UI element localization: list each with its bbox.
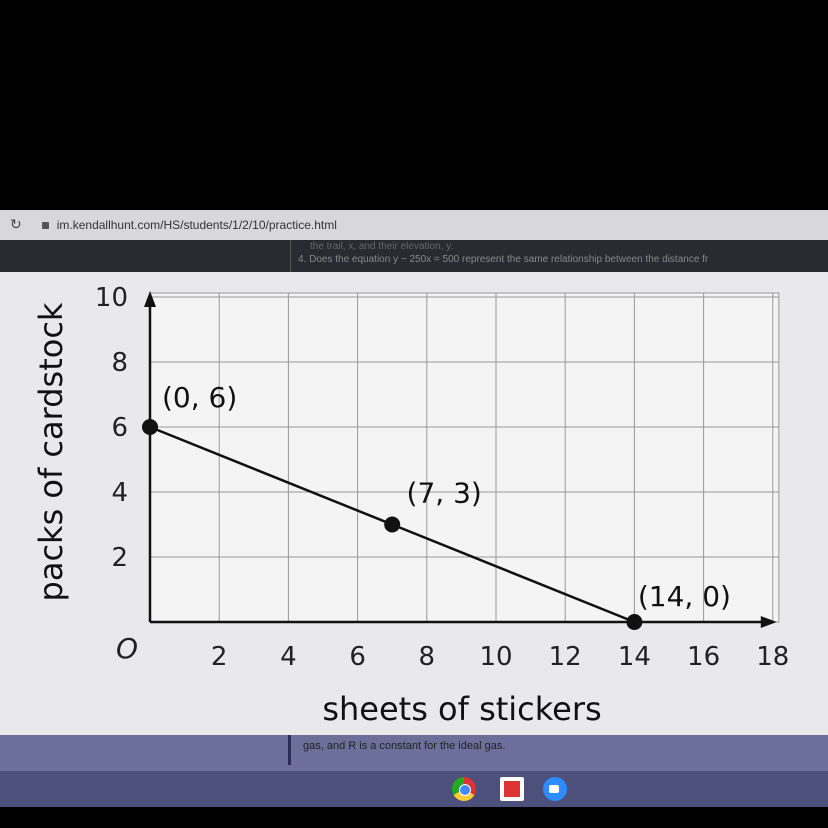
taskbar (0, 771, 828, 807)
x-tick-label: 12 (549, 642, 582, 672)
data-point (142, 419, 158, 435)
x-tick-label: 18 (756, 642, 789, 672)
reload-icon[interactable]: ↻ (10, 217, 22, 233)
y-axis-label: packs of cardstock (32, 302, 70, 601)
divider (290, 240, 291, 272)
y-tick-label: 2 (111, 543, 128, 573)
plot-background (149, 292, 780, 623)
data-point (384, 516, 401, 533)
chrome-icon[interactable] (452, 777, 476, 801)
url-text: im.kendallhunt.com/HS/students/1/2/10/pr… (56, 218, 337, 232)
question-text: 4. Does the equation y − 250x = 500 repr… (298, 254, 709, 265)
slides-icon[interactable] (500, 777, 524, 801)
data-label: (7, 3) (407, 477, 482, 510)
x-axis-arrow (760, 616, 777, 628)
origin-label: O (116, 632, 138, 665)
address-bar[interactable]: im.kendallhunt.com/HS/students/1/2/10/pr… (41, 218, 337, 232)
x-tick-label: 8 (419, 642, 436, 672)
bottom-text: gas, and R is a constant for the ideal g… (303, 740, 506, 752)
data-point (626, 614, 643, 630)
browser-bar: ↻ im.kendallhunt.com/HS/students/1/2/10/… (0, 210, 828, 240)
data-label: (14, 0) (638, 580, 731, 613)
y-tick-label: 10 (95, 283, 128, 313)
data-label: (0, 6) (162, 381, 237, 414)
lock-icon (41, 221, 49, 229)
y-tick-label: 6 (111, 413, 128, 443)
x-tick-label: 10 (479, 642, 512, 672)
y-axis-arrow (144, 291, 156, 307)
x-tick-label: 2 (211, 642, 228, 672)
x-tick-label: 4 (280, 642, 297, 672)
y-tick-label: 4 (111, 478, 128, 508)
partial-text: the trail, x, and their elevation, y. (310, 241, 454, 252)
zoom-icon[interactable] (543, 777, 567, 801)
x-tick-label: 14 (618, 642, 651, 672)
lower-text-band: gas, and R is a constant for the ideal g… (0, 735, 828, 771)
x-tick-label: 6 (349, 642, 366, 672)
page-header-band: the trail, x, and their elevation, y. 4.… (0, 240, 828, 272)
x-axis-label: sheets of stickers (322, 690, 601, 728)
x-tick-label: 16 (687, 642, 720, 672)
divider (288, 735, 291, 765)
y-tick-label: 8 (111, 348, 128, 378)
